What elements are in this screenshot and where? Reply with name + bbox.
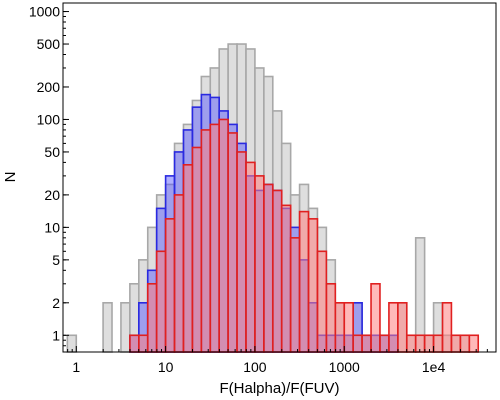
histogram-bar (388, 301, 399, 353)
histogram-bar (450, 334, 462, 353)
y-axis-label: N (2, 172, 19, 183)
histogram-bar (263, 183, 274, 353)
histogram-bar (343, 301, 354, 353)
histogram-bar (432, 334, 444, 353)
x-tick-label: 100 (243, 359, 267, 375)
histogram-bar (146, 282, 158, 353)
y-tick-label: 2 (52, 295, 60, 311)
histogram-bar (307, 218, 319, 353)
plot-frame (62, 2, 497, 353)
y-tick-label: 500 (37, 36, 61, 52)
histogram-bar (280, 204, 292, 353)
y-tick-label: 1 (52, 327, 60, 343)
histogram-bar (227, 132, 238, 353)
x-axis-label: F(Halpha)/F(FUV) (219, 380, 339, 397)
histogram-bar (254, 175, 265, 353)
x-tick-label: 1e4 (422, 359, 446, 375)
x-tick-label: 1 (72, 359, 80, 375)
histogram-bar (182, 164, 194, 353)
histogram-bar (298, 210, 310, 353)
histogram-bar (325, 282, 337, 353)
histogram-bar (209, 123, 221, 353)
histogram-bar (129, 334, 140, 353)
histogram-bar (441, 301, 453, 353)
histogram-bar (289, 237, 301, 353)
x-tick-label: 10 (158, 359, 174, 375)
histogram-bar (459, 334, 471, 353)
histogram-bars (66, 43, 480, 353)
histogram-bar (200, 129, 212, 353)
histogram-bar (361, 334, 372, 353)
histogram-bar (379, 334, 390, 353)
y-tick-label: 50 (44, 144, 60, 160)
y-tick-label: 5 (52, 252, 60, 268)
histogram-bar (334, 301, 346, 353)
histogram-bar (155, 250, 167, 353)
histogram-bar (316, 250, 328, 353)
histogram-bar (102, 301, 113, 353)
histogram-bar (468, 334, 480, 353)
histogram-bar (120, 301, 131, 353)
y-tick-label: 10 (44, 219, 60, 235)
histogram-bar (173, 194, 185, 353)
y-tick-label: 20 (44, 187, 60, 203)
y-tick-label: 200 (37, 79, 61, 95)
y-tick-label: 1000 (29, 4, 60, 20)
histogram-bar (236, 151, 247, 353)
histogram-bar (218, 118, 229, 353)
x-tick-label: 1000 (329, 359, 360, 375)
histogram-bar (138, 334, 149, 353)
histogram-bar (245, 161, 256, 353)
histogram-bar (405, 334, 417, 353)
histogram-bar (271, 189, 283, 353)
y-tick-label: 100 (37, 111, 61, 127)
histogram-bar (397, 301, 408, 353)
axis-ticks: 1 10 100 1000 1e4 1 2 5 10 20 50 100 200 500 1000 (29, 4, 497, 375)
histogram-bar (191, 146, 203, 353)
histogram-bar (164, 218, 176, 353)
histogram-bar (352, 334, 363, 353)
histogram-bar (370, 282, 381, 353)
